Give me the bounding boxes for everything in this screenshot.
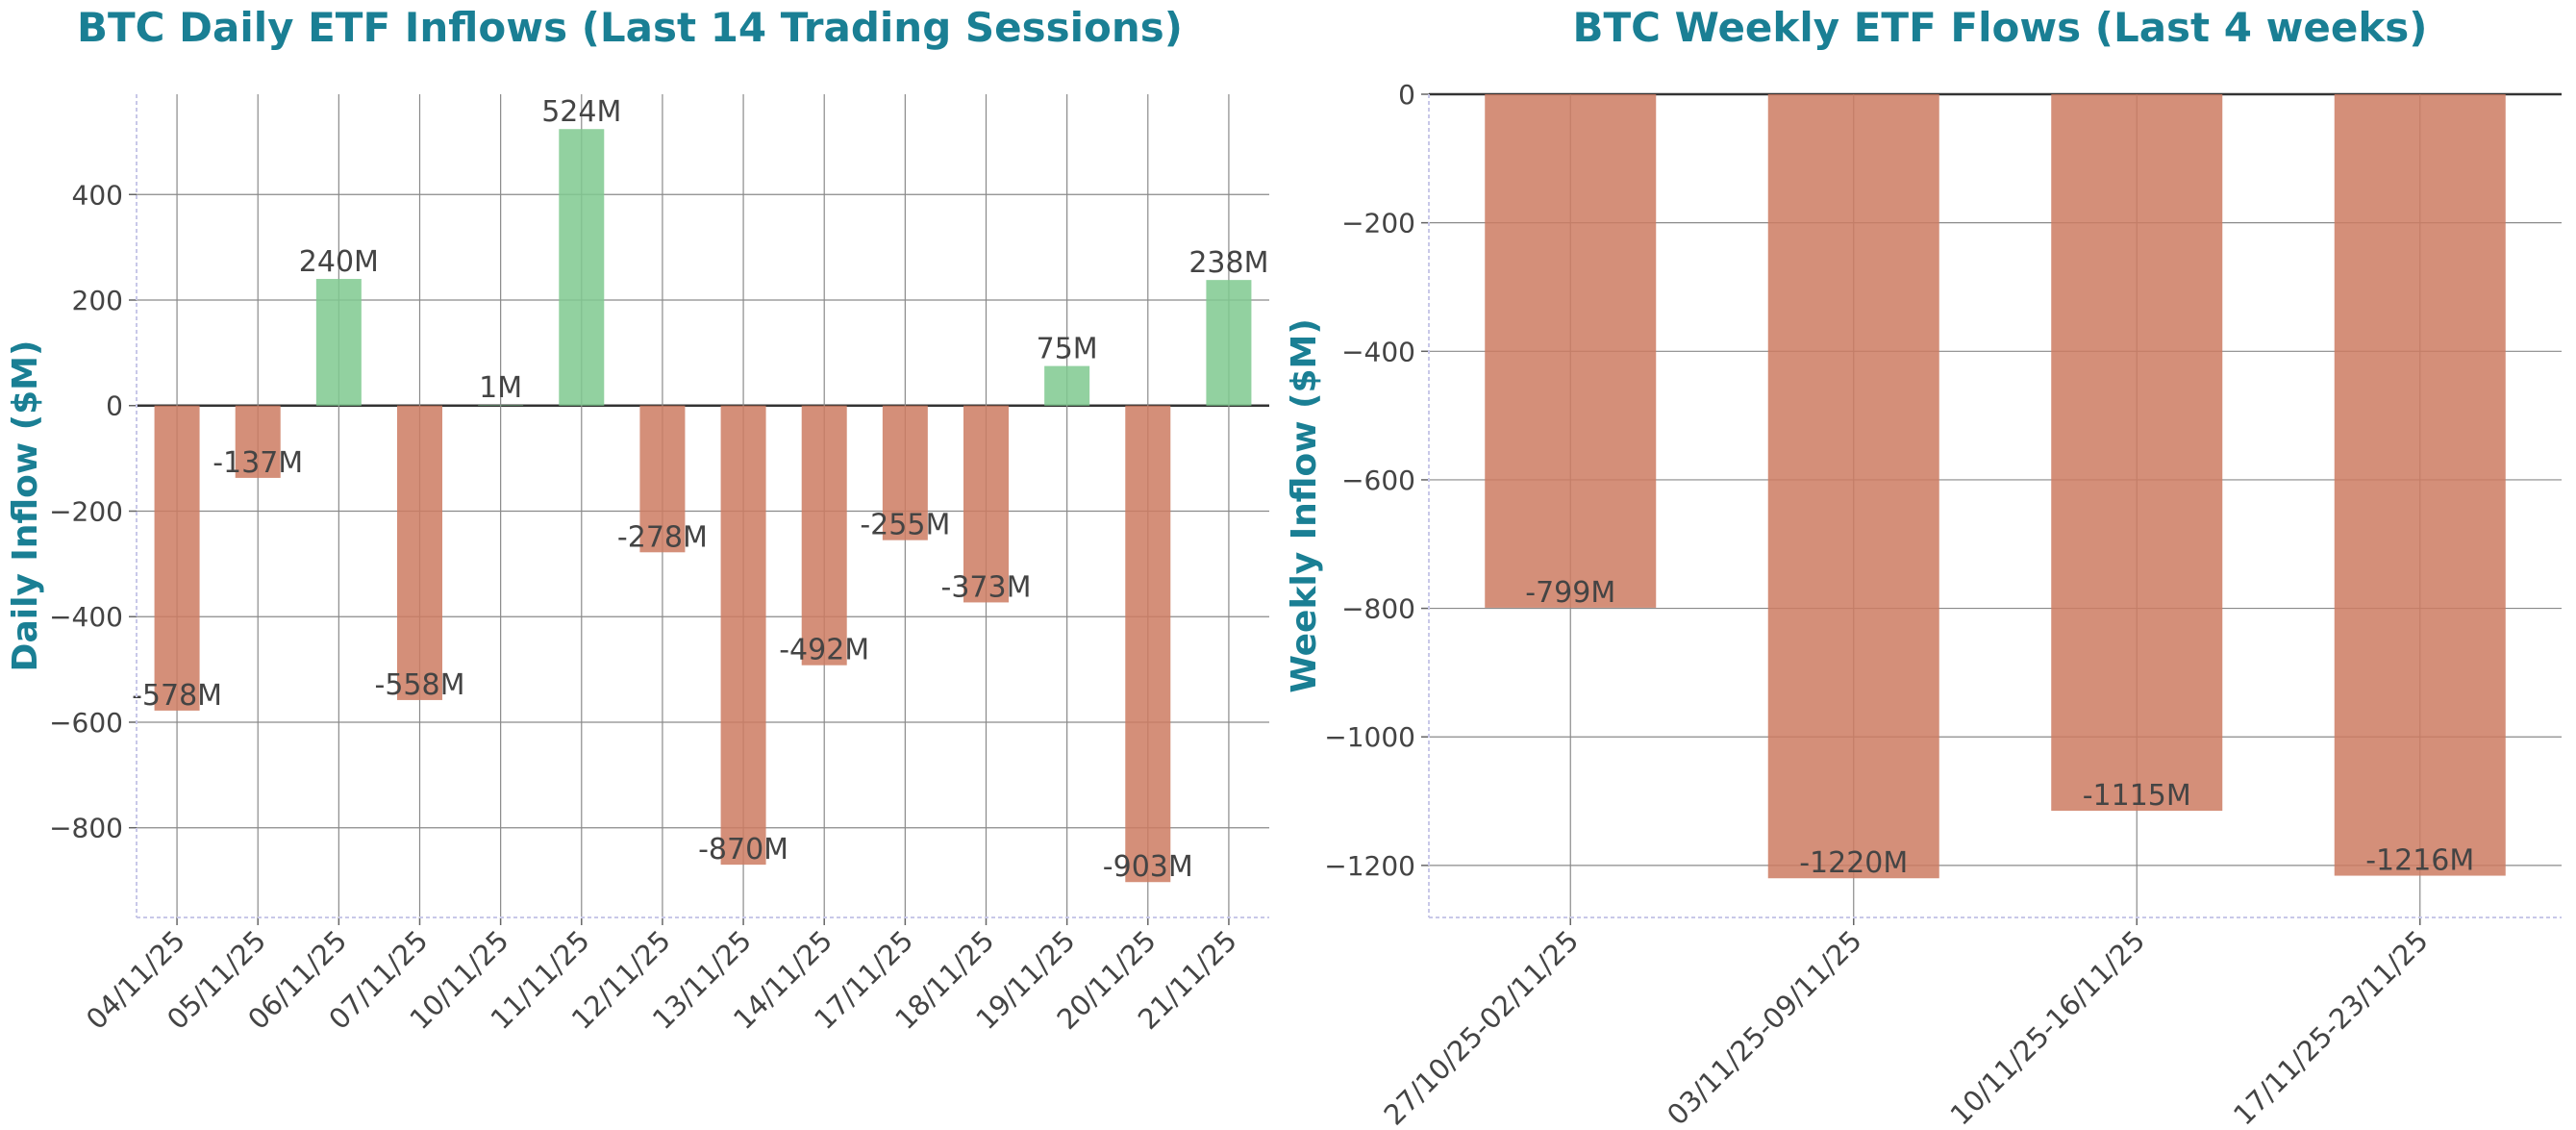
daily-data-label: -255M [860, 509, 950, 542]
daily-bar [559, 129, 605, 406]
daily-data-label: 524M [541, 95, 621, 129]
daily-data-label: -578M [132, 679, 222, 713]
weekly-xtick-label: 27/10/25-02/11/25 [1378, 924, 1586, 1130]
daily-ytick-label: 400 [72, 179, 123, 211]
daily-ytick-label: −200 [49, 495, 123, 527]
daily-data-label: -870M [698, 833, 788, 866]
weekly-ytick-label: −800 [1341, 593, 1415, 625]
weekly-bar [2334, 94, 2506, 876]
weekly-data-label: -1115M [2083, 779, 2191, 813]
weekly-xtick-label: 03/11/25-09/11/25 [1661, 924, 1868, 1130]
weekly-data-label: -1216M [2365, 844, 2474, 878]
daily-bar [1044, 365, 1090, 406]
daily-data-label: 75M [1037, 333, 1098, 366]
daily-chart-title: BTC Daily ETF Inflows (Last 14 Trading S… [77, 4, 1183, 51]
weekly-y-axis-title: Weekly Inflow ($M) [1285, 318, 1324, 693]
daily-data-label: -137M [213, 446, 303, 480]
weekly-ytick-label: −400 [1341, 336, 1415, 367]
daily-data-label: -903M [1103, 850, 1193, 884]
weekly-xtick-label: 10/11/25-16/11/25 [1944, 924, 2152, 1130]
weekly-chart: 0 −200 −400 −600 −800 −1000 −1200 27/10/25-02/1… [1285, 79, 2562, 1130]
daily-bar [801, 405, 847, 665]
daily-bar [720, 405, 766, 866]
daily-bar [882, 405, 928, 540]
daily-data-label: 240M [299, 245, 379, 279]
daily-bar [478, 405, 524, 406]
daily-bar [397, 405, 442, 700]
weekly-chart-title: BTC Weekly ETF Flows (Last 4 weeks) [1572, 4, 2428, 51]
daily-bar [315, 279, 362, 406]
weekly-bar [1767, 94, 1939, 879]
daily-bar [1206, 280, 1252, 406]
daily-data-label: -492M [779, 634, 869, 667]
weekly-ytick-label: −200 [1341, 208, 1415, 239]
daily-ytick-label: 200 [72, 285, 123, 316]
daily-ytick-label: 0 [106, 390, 123, 422]
weekly-ytick-label: −1000 [1324, 721, 1415, 753]
daily-bar [235, 405, 281, 478]
daily-ytick-label: −800 [49, 813, 123, 844]
weekly-bar [1485, 94, 1657, 608]
weekly-data-label: -799M [1525, 576, 1615, 610]
daily-y-axis-title: Daily Inflow ($M) [6, 340, 45, 672]
daily-chart: 4002000−200−400−600−80004/11/2505/11/250… [6, 94, 1269, 1036]
weekly-xtick-label: 17/11/25-23/11/25 [2227, 924, 2435, 1130]
weekly-data-label: -1220M [1799, 846, 1908, 880]
daily-bar [154, 405, 200, 711]
daily-bar [1125, 405, 1171, 883]
weekly-ytick-label: 0 [1398, 79, 1415, 111]
weekly-ytick-label: −600 [1341, 465, 1415, 496]
daily-bar [639, 405, 686, 553]
weekly-ytick-label: −1200 [1324, 850, 1415, 882]
daily-data-label: -373M [941, 570, 1032, 604]
daily-data-label: 1M [479, 371, 522, 405]
daily-bar [963, 405, 1009, 603]
daily-data-label: 238M [1188, 246, 1268, 280]
daily-ytick-label: −600 [49, 707, 123, 739]
daily-ytick-label: −400 [49, 601, 123, 633]
weekly-bar [2051, 94, 2223, 812]
daily-data-label: -558M [375, 668, 465, 702]
daily-data-label: -278M [617, 520, 708, 554]
